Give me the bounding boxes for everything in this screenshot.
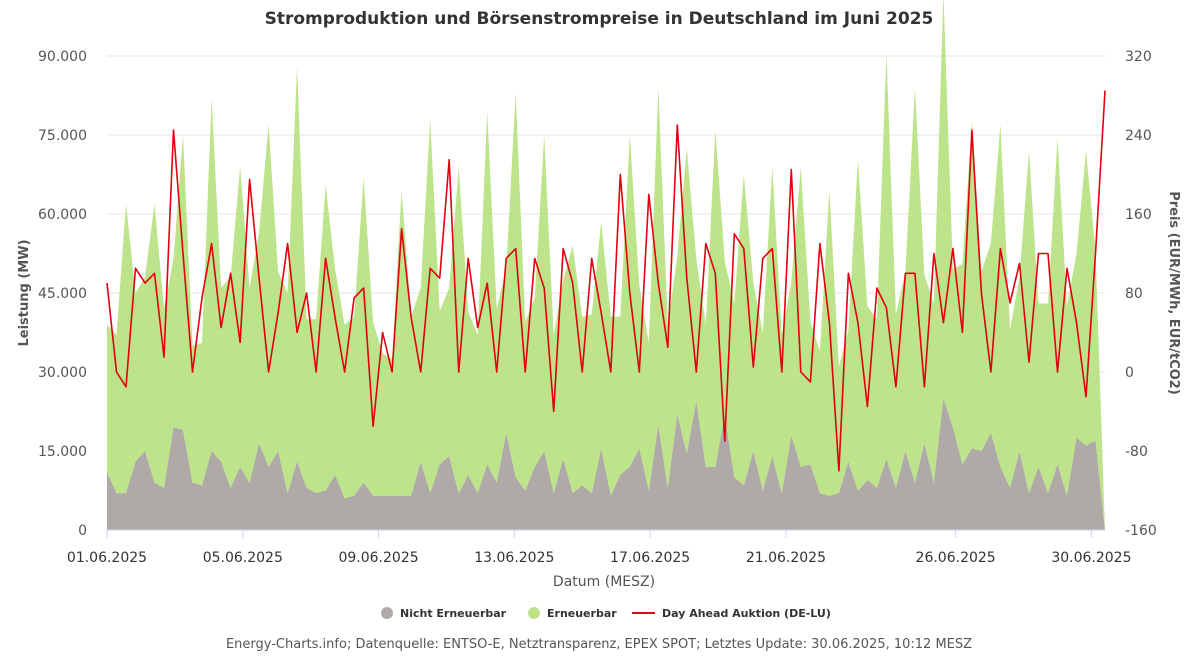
y-right-tick-label: -160 xyxy=(1125,523,1157,539)
x-axis-title: Datum (MESZ) xyxy=(553,574,655,590)
y-right-tick-label: 240 xyxy=(1125,128,1152,144)
y-axis-right-ticks: -160 -80 0 80 160 240 320 xyxy=(1125,49,1157,539)
y-right-tick-label: 80 xyxy=(1125,286,1143,302)
y-right-tick-label: -80 xyxy=(1125,444,1148,460)
y-axis-left-ticks: 0 15.000 30.000 45.000 60.000 75.000 90.000 xyxy=(38,49,87,539)
y-axis-left-title: Leistung (MW) xyxy=(17,239,32,346)
y-right-tick-label: 160 xyxy=(1125,207,1152,223)
y-axis-right-title: Preis (EUR/MWh, EUR/tCO2) xyxy=(1166,191,1181,395)
chart-title: Stromproduktion und Börsenstrompreise in… xyxy=(265,9,934,29)
y-left-tick-label: 45.000 xyxy=(38,286,87,302)
series-area-erneuerbar xyxy=(107,0,1105,530)
legend-item-nicht-erneuerbar[interactable]: Nicht Erneuerbar xyxy=(381,607,507,620)
legend-label-day-ahead: Day Ahead Auktion (DE-LU) xyxy=(662,607,831,620)
y-left-tick-label: 60.000 xyxy=(38,207,87,223)
legend: Nicht Erneuerbar Erneuerbar Day Ahead Au… xyxy=(381,607,831,620)
legend-marker-nicht-erneuerbar xyxy=(381,607,393,619)
plot-area xyxy=(106,0,1106,530)
x-tick-label: 09.06.2025 xyxy=(338,550,418,566)
x-tick-label: 30.06.2025 xyxy=(1051,550,1131,566)
x-axis-ticks: 01.06.2025 05.06.2025 09.06.2025 13.06.2025… xyxy=(67,530,1132,566)
legend-item-erneuerbar[interactable]: Erneuerbar xyxy=(528,607,617,620)
y-left-tick-label: 30.000 xyxy=(38,365,87,381)
y-left-tick-label: 15.000 xyxy=(38,444,87,460)
x-tick-label: 05.06.2025 xyxy=(203,550,283,566)
y-left-tick-label: 0 xyxy=(78,523,87,539)
y-left-tick-label: 75.000 xyxy=(38,128,87,144)
x-tick-label: 01.06.2025 xyxy=(67,550,147,566)
legend-marker-erneuerbar xyxy=(528,607,540,619)
y-right-tick-label: 0 xyxy=(1125,365,1134,381)
credit-text: Energy-Charts.info; Datenquelle: ENTSO-E… xyxy=(226,637,972,652)
legend-label-erneuerbar: Erneuerbar xyxy=(547,607,617,620)
x-tick-label: 26.06.2025 xyxy=(916,550,996,566)
x-tick-label: 21.06.2025 xyxy=(746,550,826,566)
y-left-tick-label: 90.000 xyxy=(38,49,87,65)
legend-label-nicht-erneuerbar: Nicht Erneuerbar xyxy=(400,607,507,620)
x-tick-label: 13.06.2025 xyxy=(474,550,554,566)
series-line-day-ahead xyxy=(106,90,1106,472)
y-right-tick-label: 320 xyxy=(1125,49,1152,65)
legend-item-day-ahead[interactable]: Day Ahead Auktion (DE-LU) xyxy=(632,607,831,620)
x-tick-label: 17.06.2025 xyxy=(610,550,690,566)
series-area-nicht-erneuerbar xyxy=(107,398,1105,530)
